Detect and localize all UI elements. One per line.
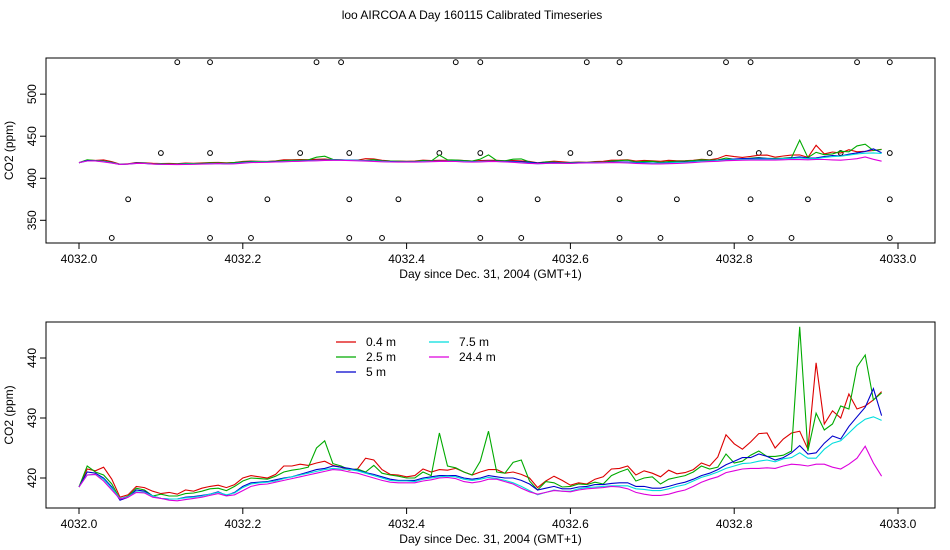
x-tick-label: 4032.8 bbox=[716, 517, 753, 531]
x-tick-label: 4032.6 bbox=[552, 517, 589, 531]
x-tick-label: 4033.0 bbox=[880, 517, 917, 531]
marker-point bbox=[108, 235, 115, 241]
marker-point bbox=[297, 150, 304, 156]
marker-point bbox=[616, 150, 623, 156]
y-tick-label: 350 bbox=[25, 210, 39, 230]
marker-point bbox=[125, 196, 132, 203]
marker-point bbox=[313, 59, 320, 66]
marker-point bbox=[207, 150, 213, 156]
y-axis-label: CO2 (ppm) bbox=[2, 385, 16, 444]
marker-point bbox=[886, 196, 893, 203]
x-tick-label: 4032.8 bbox=[716, 252, 753, 266]
x-axis-label: Day since Dec. 31, 2004 (GMT+1) bbox=[399, 267, 581, 281]
x-tick-label: 4032.2 bbox=[224, 517, 261, 531]
marker-point bbox=[346, 196, 353, 203]
bottom-panel: 4032.0 4032.2 4032.4 4032.6 4032.8 4033.0 Day … bbox=[2, 321, 936, 546]
x-tick-label: 4032.4 bbox=[388, 517, 425, 531]
marker-point bbox=[788, 235, 795, 241]
marker-point bbox=[158, 150, 164, 156]
legend-label: 0.4 m bbox=[366, 335, 396, 349]
marker-point bbox=[706, 150, 713, 156]
marker-point bbox=[747, 235, 754, 241]
x-tick-label: 4032.0 bbox=[61, 517, 98, 531]
marker-point bbox=[723, 59, 729, 66]
marker-point bbox=[477, 235, 484, 241]
y-tick-label: 400 bbox=[25, 168, 39, 188]
marker-point bbox=[616, 196, 623, 203]
legend: 0.4 m2.5 m5 m 7.5 m24.4 m bbox=[336, 335, 496, 379]
chart-title: loo AIRCOA A Day 160115 Calibrated Times… bbox=[342, 8, 603, 22]
marker-point bbox=[207, 196, 213, 203]
y-tick-label: 500 bbox=[25, 84, 39, 104]
top-panel: 4032.0 4032.2 4032.4 4032.6 4032.8 4033.0 Day … bbox=[2, 57, 936, 281]
marker-point bbox=[174, 59, 181, 66]
plot-frame bbox=[45, 57, 936, 244]
x-axis-label: Day since Dec. 31, 2004 (GMT+1) bbox=[399, 532, 581, 546]
legend-label: 24.4 m bbox=[459, 350, 496, 364]
marker-point bbox=[207, 59, 213, 66]
y-tick-label: 450 bbox=[25, 126, 39, 146]
marker-point bbox=[346, 235, 353, 241]
legend-label: 7.5 m bbox=[459, 335, 489, 349]
marker-point bbox=[886, 235, 893, 241]
marker-point bbox=[747, 196, 754, 203]
x-tick-label: 4032.2 bbox=[224, 252, 261, 266]
y-axis-label: CO2 (ppm) bbox=[2, 121, 16, 180]
marker-point bbox=[248, 235, 254, 241]
x-tick-label: 4032.4 bbox=[388, 252, 425, 266]
y-tick-label: 420 bbox=[25, 468, 39, 488]
marker-point bbox=[616, 235, 623, 241]
marker-point bbox=[395, 196, 402, 203]
marker-point bbox=[747, 59, 754, 66]
marker-point bbox=[567, 150, 574, 156]
marker-point bbox=[673, 196, 680, 203]
marker-point bbox=[477, 59, 484, 66]
marker-point bbox=[379, 235, 385, 241]
marker-point bbox=[477, 196, 484, 203]
series-line-24-4-m bbox=[78, 445, 883, 502]
series-line-7-5-m bbox=[78, 416, 882, 500]
marker-point bbox=[346, 150, 353, 156]
marker-point bbox=[264, 196, 271, 203]
marker-point bbox=[477, 150, 484, 156]
x-tick-label: 4032.6 bbox=[552, 252, 589, 266]
marker-point bbox=[518, 235, 525, 241]
marker-point bbox=[886, 150, 893, 156]
marker-point bbox=[452, 59, 459, 66]
marker-point bbox=[886, 59, 893, 66]
series-line-0-4-m bbox=[78, 362, 882, 498]
marker-point bbox=[583, 59, 590, 66]
series-line-24-4-m bbox=[78, 156, 882, 166]
plot-frame bbox=[45, 321, 936, 509]
legend-label: 5 m bbox=[366, 365, 386, 379]
y-tick-label: 430 bbox=[25, 408, 39, 428]
marker-point bbox=[805, 196, 811, 203]
marker-point bbox=[207, 235, 213, 241]
series-line-5-m bbox=[78, 387, 883, 501]
marker-point bbox=[854, 59, 860, 66]
marker-point bbox=[657, 235, 664, 241]
marker-point bbox=[616, 59, 623, 66]
legend-label: 2.5 m bbox=[366, 350, 396, 364]
marker-point bbox=[338, 59, 344, 66]
x-tick-label: 4032.0 bbox=[61, 252, 98, 266]
x-tick-label: 4033.0 bbox=[880, 252, 917, 266]
y-tick-label: 440 bbox=[25, 348, 39, 368]
marker-point bbox=[534, 196, 541, 203]
